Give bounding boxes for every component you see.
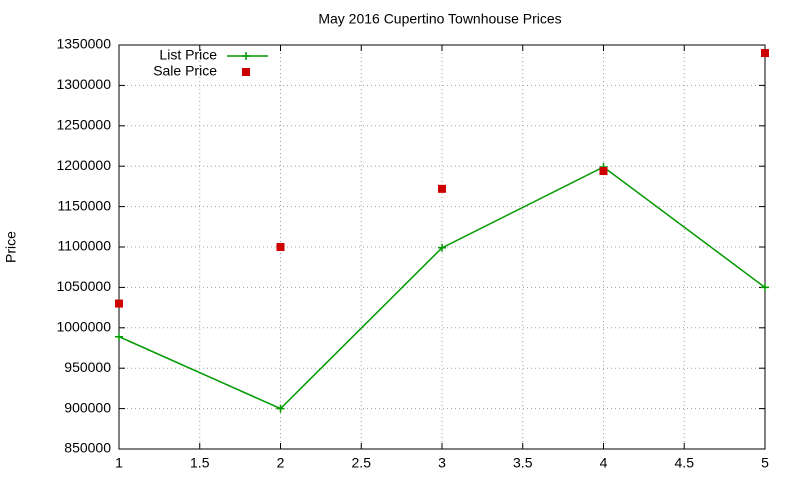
- x-tick-label: 3: [438, 455, 446, 471]
- legend-label: List Price: [159, 47, 217, 63]
- legend-marker: [242, 68, 250, 76]
- marker: [115, 299, 123, 308]
- x-tick-label: 2.5: [352, 455, 372, 471]
- marker: [761, 283, 769, 292]
- chart-title: May 2016 Cupertino Townhouse Prices: [318, 11, 561, 27]
- x-tick-label: 1.5: [190, 455, 210, 471]
- marker: [276, 404, 285, 413]
- x-tick-label: 5: [761, 455, 769, 471]
- x-tick-label: 4: [600, 455, 608, 471]
- legend-marker: [242, 52, 250, 60]
- y-axis-label: Price: [3, 231, 19, 263]
- marker: [115, 332, 123, 341]
- y-tick-label: 1200000: [56, 157, 111, 173]
- y-tick-label: 1100000: [58, 238, 112, 254]
- y-tick-label: 950000: [64, 359, 111, 375]
- y-tick-label: 900000: [64, 399, 111, 415]
- y-tick-label: 1250000: [56, 117, 111, 133]
- legend-label: Sale Price: [153, 63, 217, 79]
- x-tick-label: 3.5: [513, 455, 533, 471]
- y-tick-label: 1050000: [56, 278, 111, 294]
- y-tick-label: 850000: [64, 440, 111, 456]
- x-tick-label: 2: [277, 455, 285, 471]
- y-tick-label: 1150000: [58, 197, 112, 213]
- x-tick-label: 4.5: [675, 455, 695, 471]
- marker: [276, 243, 285, 251]
- marker: [438, 184, 446, 193]
- marker: [599, 167, 608, 176]
- marker: [761, 49, 769, 58]
- y-tick-label: 1350000: [56, 36, 111, 52]
- marker: [438, 243, 446, 252]
- y-tick-label: 1300000: [56, 76, 111, 92]
- x-tick-label: 1: [115, 455, 123, 471]
- y-tick-label: 1000000: [56, 319, 111, 335]
